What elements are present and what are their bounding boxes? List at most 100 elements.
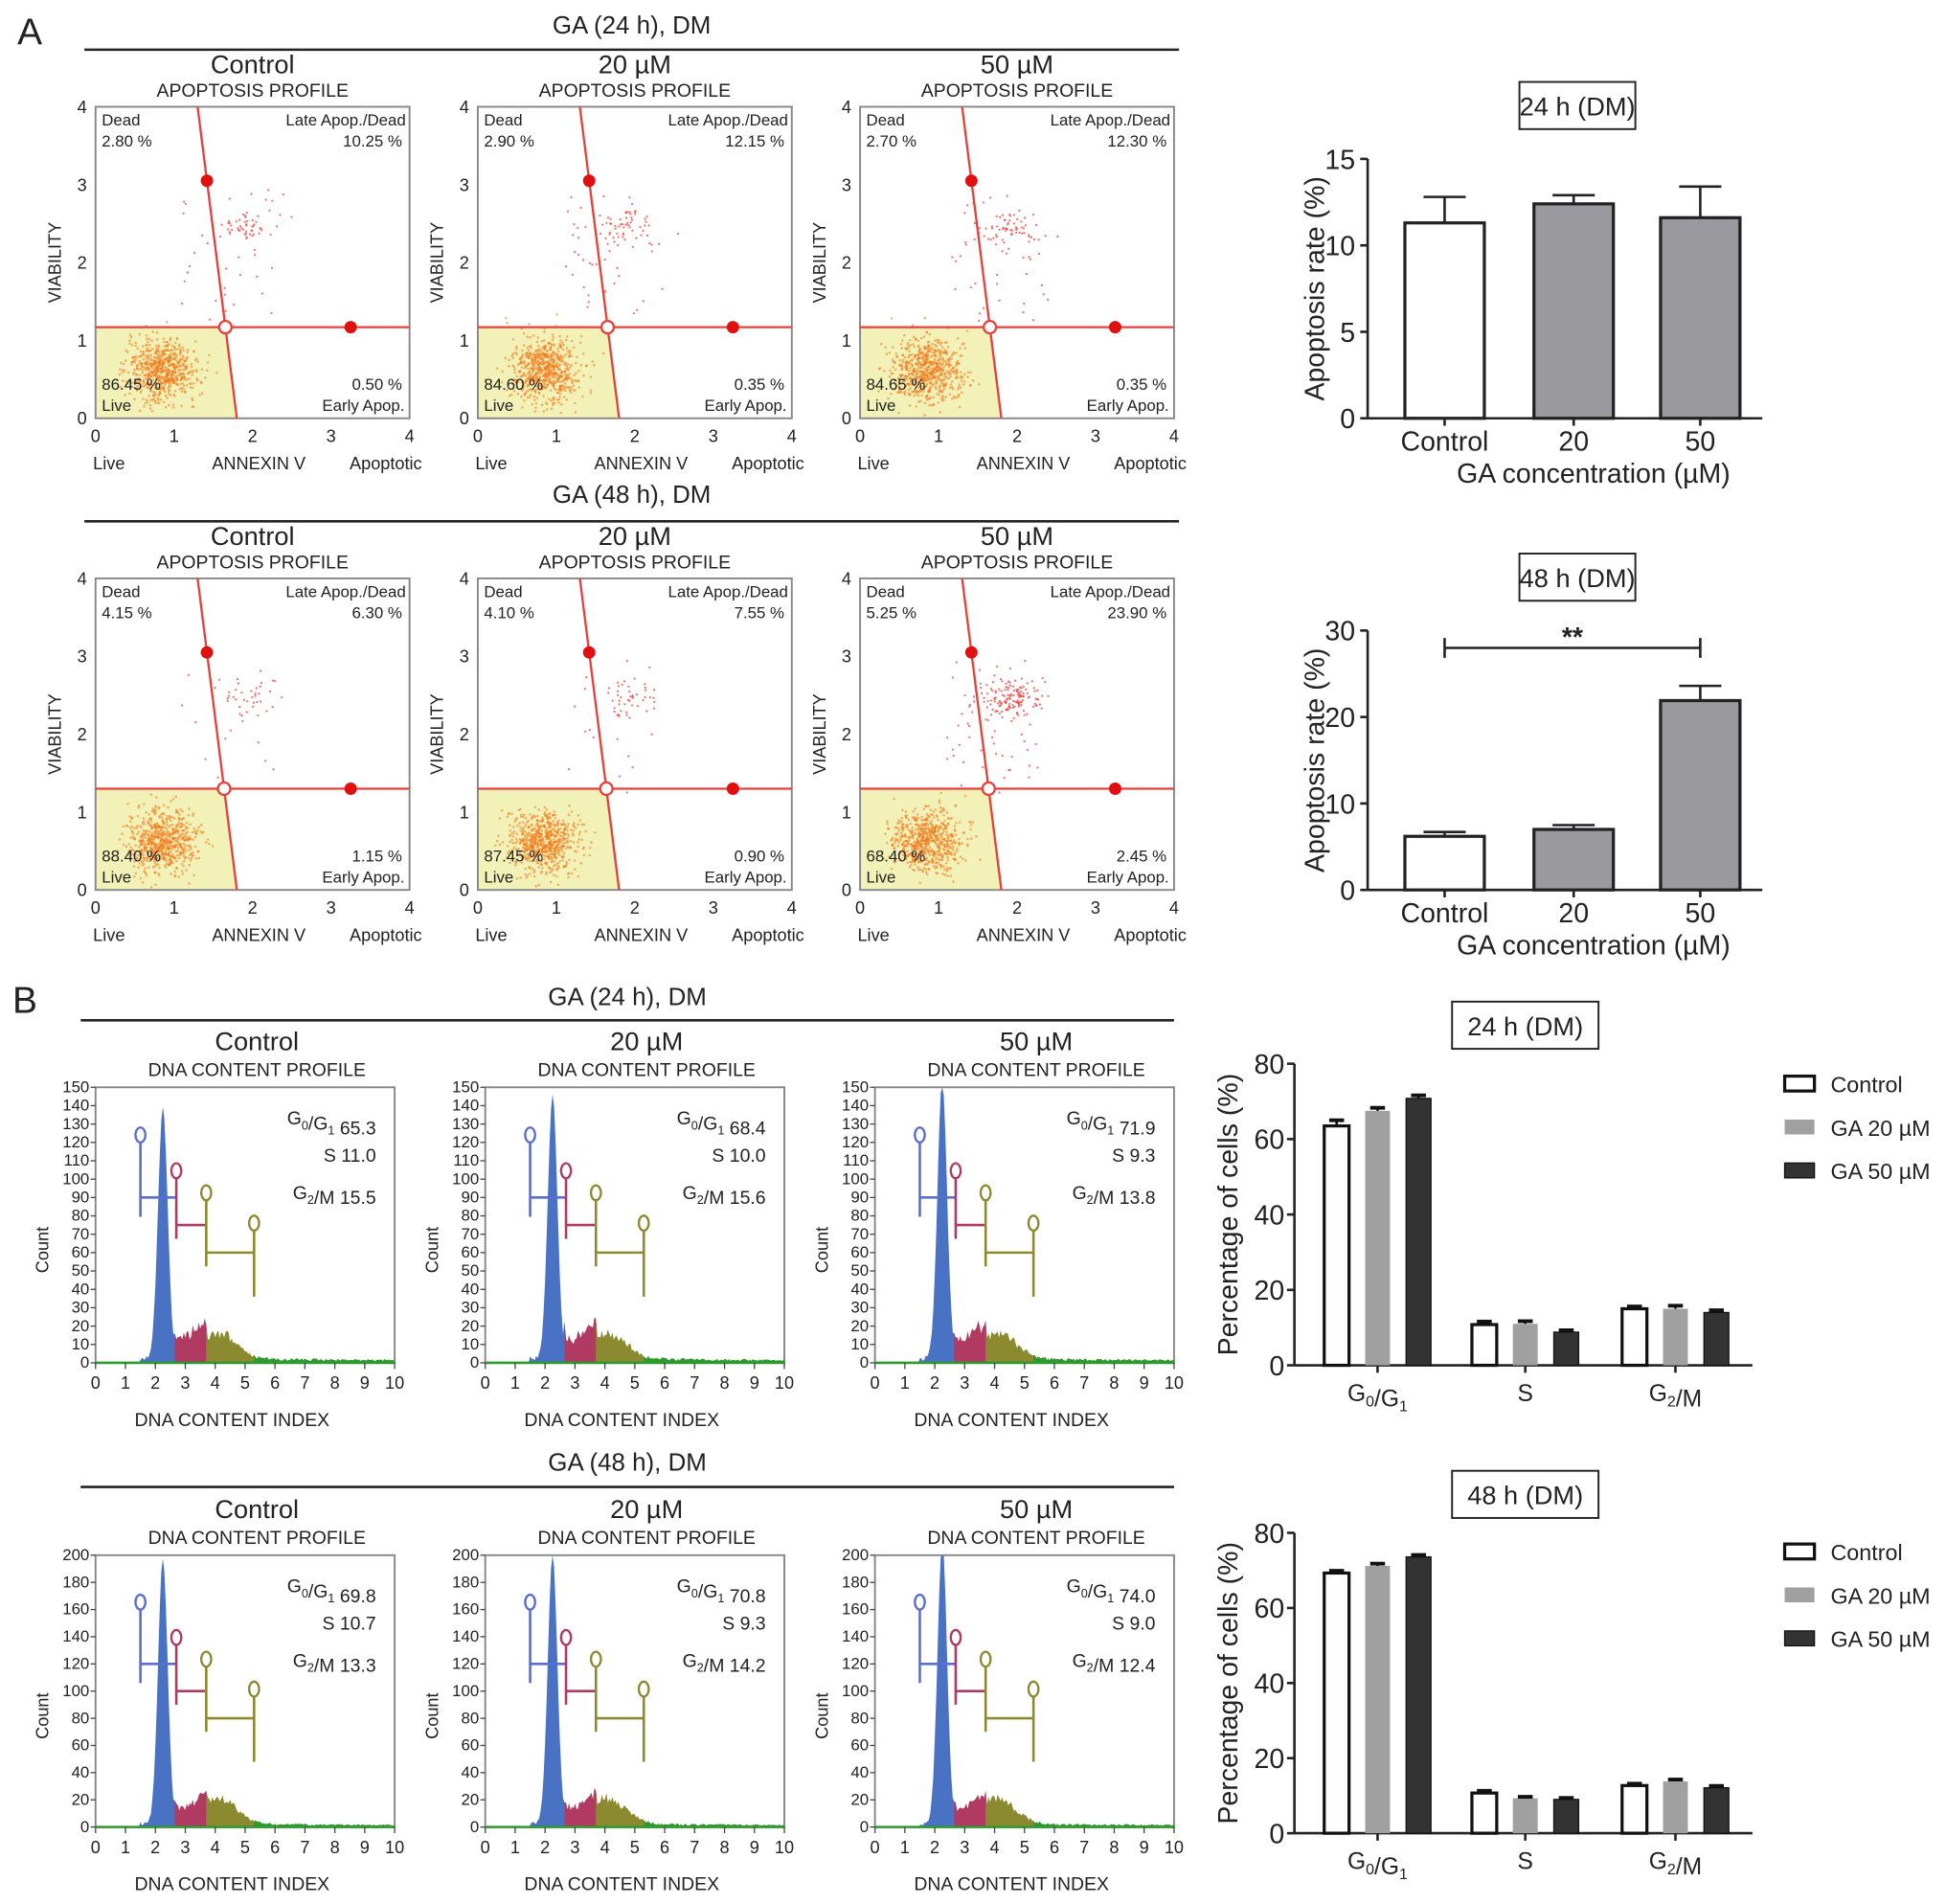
event-point xyxy=(553,351,556,354)
event-point xyxy=(271,199,274,202)
event-point xyxy=(899,343,903,346)
event-point xyxy=(581,847,585,850)
event-point xyxy=(1023,232,1026,235)
event-point xyxy=(541,836,545,840)
event-point xyxy=(945,870,948,873)
gate-marker-handle xyxy=(637,1680,650,1698)
event-point xyxy=(927,340,931,344)
quadrant-label: Live xyxy=(102,868,131,886)
event-point xyxy=(624,211,627,214)
event-point xyxy=(633,210,637,214)
quadrant-value: 0.35 % xyxy=(1117,375,1166,394)
event-point xyxy=(907,818,911,822)
event-point xyxy=(570,828,573,831)
phase-stat-label: G2/M 14.2 xyxy=(683,1650,766,1676)
event-point xyxy=(592,364,596,367)
event-point xyxy=(507,812,510,816)
quadrant-value: 12.15 % xyxy=(725,132,784,150)
event-point xyxy=(144,353,147,357)
event-point xyxy=(941,831,945,835)
event-point xyxy=(148,368,151,372)
event-point xyxy=(555,361,559,365)
event-point xyxy=(965,204,969,207)
event-point xyxy=(240,691,243,694)
event-point xyxy=(549,346,553,349)
event-point xyxy=(936,866,939,870)
event-point xyxy=(556,838,559,842)
event-point xyxy=(137,355,141,359)
event-point xyxy=(509,833,512,836)
event-point xyxy=(142,350,146,353)
event-point xyxy=(151,358,155,362)
event-point xyxy=(990,699,993,702)
event-point xyxy=(971,378,975,382)
event-point xyxy=(935,871,939,874)
event-point xyxy=(564,382,567,385)
event-point xyxy=(911,364,915,367)
gate-handle xyxy=(344,321,357,334)
event-point xyxy=(579,861,583,865)
event-point xyxy=(161,370,165,374)
event-point xyxy=(569,391,573,395)
event-point xyxy=(943,820,946,823)
event-point xyxy=(957,842,961,845)
event-point xyxy=(900,843,904,847)
gate-marker-handle xyxy=(170,1162,183,1180)
event-point xyxy=(629,213,632,215)
event-point xyxy=(606,242,609,245)
event-point xyxy=(553,401,556,405)
event-point xyxy=(904,810,908,813)
event-point xyxy=(183,390,187,393)
event-point xyxy=(1021,698,1024,702)
event-point xyxy=(1032,687,1035,690)
event-point xyxy=(925,395,929,397)
event-point xyxy=(167,368,170,371)
event-point xyxy=(188,863,191,867)
event-point xyxy=(952,754,955,758)
event-point xyxy=(121,832,124,835)
event-point xyxy=(132,849,135,851)
event-point xyxy=(549,342,553,346)
event-point xyxy=(898,358,902,362)
event-point xyxy=(577,379,580,383)
event-point xyxy=(522,813,526,816)
event-point xyxy=(931,839,935,843)
event-point xyxy=(529,873,532,875)
event-point xyxy=(180,390,184,393)
event-point xyxy=(630,218,634,221)
event-point xyxy=(938,840,941,843)
quadrant-value: 4.10 % xyxy=(484,603,533,622)
event-point xyxy=(1034,742,1037,746)
event-point xyxy=(544,843,547,847)
event-point xyxy=(1015,231,1018,234)
event-point xyxy=(1007,703,1011,706)
event-point xyxy=(645,220,647,223)
x-tick-label: 1 xyxy=(552,898,561,918)
event-point xyxy=(187,844,190,848)
event-point xyxy=(167,830,170,834)
event-point xyxy=(985,692,989,695)
event-point xyxy=(635,237,638,239)
event-point xyxy=(903,333,906,337)
event-point xyxy=(161,826,165,829)
event-point xyxy=(514,837,518,841)
event-point xyxy=(941,396,944,399)
event-point xyxy=(577,386,580,389)
quadrant-label: Live xyxy=(484,397,513,415)
quadrant-label: Early Apop. xyxy=(322,868,404,886)
event-point xyxy=(244,230,248,233)
event-point xyxy=(560,850,564,852)
event-point xyxy=(180,862,184,866)
x-tick-label: 3 xyxy=(570,1838,579,1857)
event-point xyxy=(181,829,185,832)
event-point xyxy=(558,388,562,391)
event-point xyxy=(144,401,147,405)
event-point xyxy=(924,805,927,808)
event-point xyxy=(519,876,523,879)
event-point xyxy=(1007,686,1010,690)
event-point xyxy=(540,371,543,374)
event-point xyxy=(627,685,630,689)
phase-stat-label: S 10.0 xyxy=(712,1145,765,1167)
